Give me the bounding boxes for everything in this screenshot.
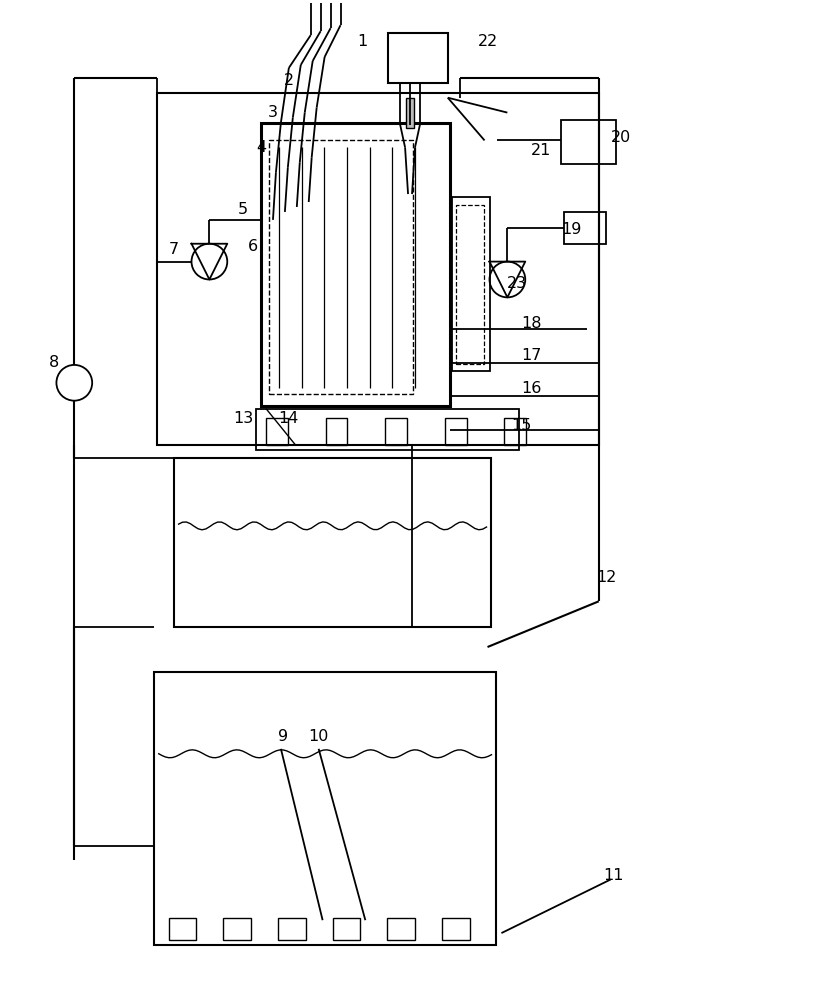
Bar bbox=[564, 212, 606, 244]
Bar bbox=[561, 120, 616, 164]
Bar bbox=[174, 458, 492, 627]
Text: 9: 9 bbox=[278, 729, 288, 744]
Bar bbox=[256, 409, 519, 450]
Text: 7: 7 bbox=[169, 242, 179, 257]
Bar bbox=[406, 98, 414, 128]
Text: 12: 12 bbox=[597, 570, 617, 585]
Text: 3: 3 bbox=[268, 105, 278, 120]
Text: 18: 18 bbox=[521, 316, 542, 331]
Bar bbox=[385, 418, 407, 445]
Bar bbox=[154, 672, 497, 945]
Bar bbox=[389, 33, 448, 83]
Bar bbox=[387, 918, 415, 940]
Bar bbox=[156, 93, 599, 445]
Bar bbox=[269, 140, 413, 394]
Bar bbox=[442, 918, 469, 940]
Text: 23: 23 bbox=[508, 276, 527, 291]
Bar bbox=[452, 197, 489, 371]
Text: 21: 21 bbox=[531, 143, 552, 158]
Text: 1: 1 bbox=[357, 34, 368, 49]
Text: 2: 2 bbox=[284, 73, 294, 88]
Bar bbox=[278, 918, 305, 940]
Text: 8: 8 bbox=[49, 355, 60, 370]
Bar bbox=[266, 418, 288, 445]
Text: 14: 14 bbox=[279, 411, 299, 426]
Bar bbox=[261, 123, 450, 406]
Text: 10: 10 bbox=[309, 729, 329, 744]
Text: 17: 17 bbox=[521, 348, 542, 363]
Bar bbox=[456, 205, 483, 364]
Bar bbox=[445, 418, 467, 445]
Text: 20: 20 bbox=[611, 130, 631, 145]
Bar bbox=[169, 918, 196, 940]
Bar bbox=[325, 418, 348, 445]
Bar bbox=[223, 918, 251, 940]
Text: 16: 16 bbox=[521, 381, 542, 396]
Text: 13: 13 bbox=[233, 411, 253, 426]
Text: 11: 11 bbox=[603, 868, 624, 883]
Bar bbox=[504, 418, 527, 445]
Text: 15: 15 bbox=[511, 418, 532, 433]
Text: 6: 6 bbox=[248, 239, 258, 254]
Text: 19: 19 bbox=[561, 222, 581, 237]
Text: 22: 22 bbox=[478, 34, 498, 49]
Text: 4: 4 bbox=[256, 140, 266, 155]
Bar bbox=[333, 918, 360, 940]
Text: 5: 5 bbox=[238, 202, 248, 217]
